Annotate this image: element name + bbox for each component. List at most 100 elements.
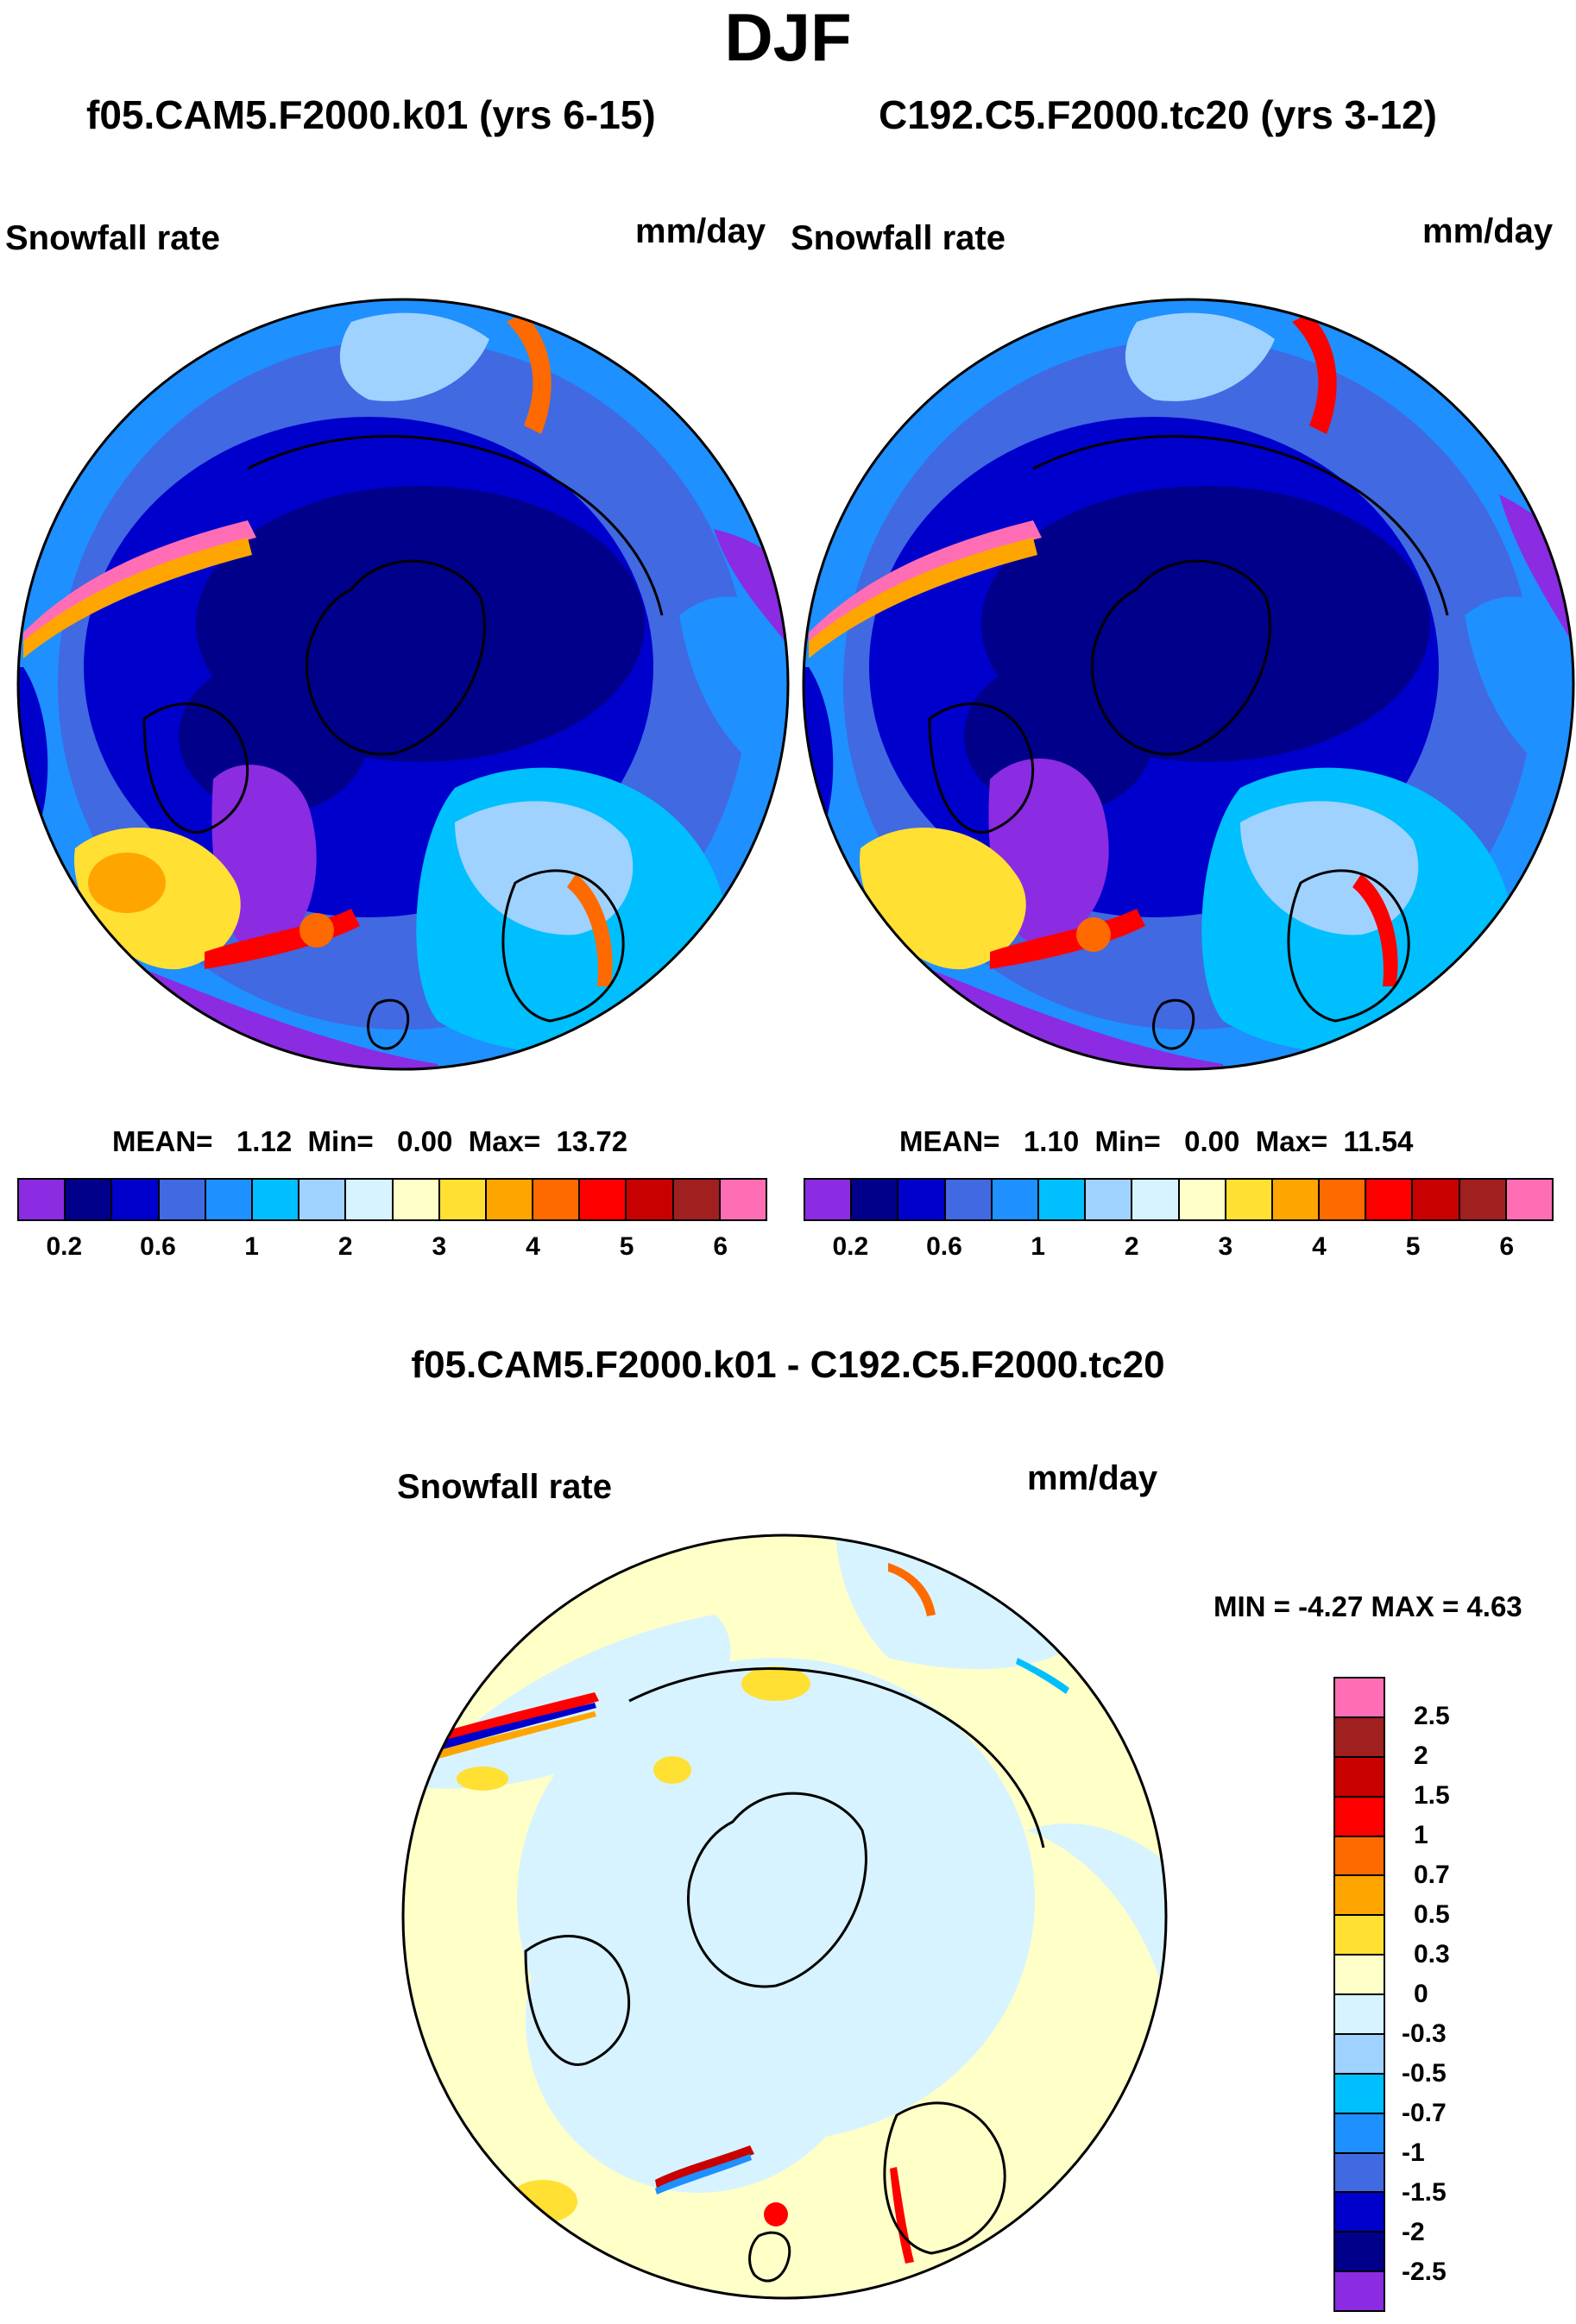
panel1-colorbar-swatch bbox=[486, 1180, 534, 1219]
panel2-units-label: mm/day bbox=[1422, 212, 1554, 250]
panel1-colorbar-swatch bbox=[720, 1180, 766, 1219]
panel2-colorbar-tick-label: 1 bbox=[1031, 1232, 1045, 1261]
difference-colorbar-label: -1 bbox=[1402, 2138, 1425, 2167]
panel2-colorbar-tick-label: 4 bbox=[1312, 1232, 1327, 1261]
difference-colorbar-swatch bbox=[1335, 1836, 1384, 1877]
panel1-colorbar-swatch bbox=[439, 1180, 487, 1219]
panel2-colorbar-tick-label: 3 bbox=[1218, 1232, 1233, 1261]
difference-colorbar-label: -0.5 bbox=[1402, 2059, 1447, 2088]
panel2-colorbar-swatch bbox=[1226, 1180, 1273, 1219]
panel1-colorbar-swatch bbox=[159, 1180, 206, 1219]
difference-colorbar bbox=[1333, 1677, 1385, 2312]
panel1-colorbar-tick-label: 1 bbox=[244, 1232, 259, 1261]
difference-colorbar-swatch bbox=[1335, 1916, 1384, 1956]
difference-colorbar-swatch bbox=[1335, 1876, 1384, 1917]
difference-colorbar-swatch bbox=[1335, 2074, 1384, 2114]
panel1-colorbar-swatch bbox=[205, 1180, 253, 1219]
difference-colorbar-swatch bbox=[1335, 2153, 1384, 2194]
panel2-colorbar-swatch bbox=[1506, 1180, 1552, 1219]
difference-colorbar-swatch bbox=[1335, 2113, 1384, 2154]
difference-colorbar-swatch bbox=[1335, 2034, 1384, 2075]
panel2-colorbar-swatch bbox=[852, 1180, 899, 1219]
panel1-colorbar-swatch bbox=[66, 1180, 113, 1219]
panel2-colorbar-swatch bbox=[1086, 1180, 1133, 1219]
panel2-stats: MEAN= 1.10 Min= 0.00 Max= 11.54 bbox=[899, 1125, 1414, 1157]
difference-colorbar-labels: 2.5 2 1.5 1 0.7 0.5 0.3 0 -0.3 -0.5 -0.7 -1 -1.5 -2 -2… bbox=[1396, 1677, 1500, 2312]
panel1-colorbar-tick-label: 5 bbox=[619, 1232, 634, 1261]
difference-colorbar-label: -0.7 bbox=[1402, 2099, 1447, 2127]
panel1-colorbar-tick-label: 6 bbox=[713, 1232, 728, 1261]
panel2-colorbar-swatch bbox=[1459, 1180, 1507, 1219]
panel1-colorbar-tick-label: 4 bbox=[526, 1232, 540, 1261]
difference-colorbar-label: 2 bbox=[1414, 1741, 1428, 1770]
panel1-units-label: mm/day bbox=[635, 212, 766, 250]
difference-colorbar-label: 0.7 bbox=[1414, 1861, 1450, 1889]
difference-colorbar-label: -0.3 bbox=[1402, 2019, 1447, 2048]
difference-colorbar-label: -1.5 bbox=[1402, 2178, 1447, 2207]
panel2-colorbar-tick-label: 0.6 bbox=[926, 1232, 962, 1261]
panel2-colorbar-swatch bbox=[1272, 1180, 1321, 1219]
difference-colorbar-swatch bbox=[1335, 2272, 1384, 2310]
difference-colorbar-swatch bbox=[1335, 1956, 1384, 1995]
panel2-colorbar-tick-label: 6 bbox=[1499, 1232, 1515, 1261]
figure-title: DJF bbox=[724, 0, 852, 75]
difference-colorbar-label: -2 bbox=[1402, 2218, 1425, 2246]
panel2-case-title: C192.C5.F2000.tc20 (yrs 3-12) bbox=[879, 92, 1437, 137]
difference-colorbar-label: 1 bbox=[1414, 1821, 1428, 1849]
panel1-colorbar-swatch bbox=[252, 1180, 300, 1219]
difference-colorbar-swatch bbox=[1335, 1678, 1384, 1718]
difference-colorbar-swatch bbox=[1335, 1797, 1384, 1837]
panel1-colorbar-swatch bbox=[533, 1180, 581, 1219]
difference-colorbar-label: 0 bbox=[1414, 1980, 1428, 2008]
panel1-colorbar-swatch bbox=[19, 1180, 66, 1219]
panel2-colorbar-swatch bbox=[1038, 1180, 1087, 1219]
panel2-colorbar-tick-label: 2 bbox=[1124, 1232, 1139, 1261]
panel2-colorbar-swatch bbox=[1132, 1180, 1180, 1219]
panel2-colorbar-swatch bbox=[945, 1180, 993, 1219]
panel2-colorbar-swatch bbox=[992, 1180, 1039, 1219]
panel2-colorbar-swatch bbox=[1366, 1180, 1414, 1219]
panel1-colorbar-ticks: 0.2 0.6 1 2 3 4 5 6 bbox=[17, 1234, 767, 1265]
panel1-colorbar-swatch bbox=[393, 1180, 440, 1219]
difference-colorbar-label: -2.5 bbox=[1402, 2258, 1447, 2286]
panel2-variable-label: Snowfall rate bbox=[791, 219, 1005, 257]
difference-colorbar-label: 0.5 bbox=[1414, 1900, 1450, 1929]
difference-title: f05.CAM5.F2000.k01 - C192.C5.F2000.tc20 bbox=[411, 1344, 1165, 1386]
difference-colorbar-swatch bbox=[1335, 2193, 1384, 2233]
panel2-colorbar bbox=[804, 1178, 1554, 1221]
difference-polar-map bbox=[401, 1534, 1168, 2300]
panel1-colorbar bbox=[17, 1178, 767, 1221]
difference-colorbar-swatch bbox=[1335, 2233, 1384, 2273]
difference-minmax: MIN = -4.27 MAX = 4.63 bbox=[1214, 1590, 1522, 1622]
panel1-polar-map bbox=[16, 298, 790, 1071]
panel2-colorbar-tick-label: 0.2 bbox=[832, 1232, 869, 1261]
difference-units-label: mm/day bbox=[1027, 1459, 1158, 1497]
panel1-variable-label: Snowfall rate bbox=[5, 219, 220, 257]
difference-colorbar-label: 2.5 bbox=[1414, 1702, 1450, 1730]
difference-colorbar-label: 0.3 bbox=[1414, 1940, 1450, 1968]
difference-variable-label: Snowfall rate bbox=[397, 1468, 612, 1506]
panel1-stats: MEAN= 1.12 Min= 0.00 Max= 13.72 bbox=[112, 1125, 628, 1157]
difference-colorbar-swatch bbox=[1335, 1757, 1384, 1798]
panel2-colorbar-swatch bbox=[805, 1180, 853, 1219]
panel2-colorbar-tick-label: 5 bbox=[1405, 1232, 1421, 1261]
panel1-colorbar-swatch bbox=[580, 1180, 627, 1219]
difference-colorbar-swatch bbox=[1335, 1717, 1384, 1758]
panel1-colorbar-tick-label: 0.2 bbox=[46, 1232, 83, 1261]
panel2-colorbar-swatch bbox=[1413, 1180, 1460, 1219]
panel2-polar-map bbox=[802, 298, 1575, 1071]
panel1-case-title: f05.CAM5.F2000.k01 (yrs 6-15) bbox=[86, 92, 656, 137]
panel1-colorbar-swatch bbox=[299, 1180, 347, 1219]
difference-colorbar-swatch bbox=[1335, 1995, 1384, 2035]
panel1-colorbar-tick-label: 0.6 bbox=[140, 1232, 176, 1261]
difference-colorbar-label: 1.5 bbox=[1414, 1781, 1450, 1810]
panel1-colorbar-swatch bbox=[112, 1180, 160, 1219]
panel1-colorbar-swatch bbox=[673, 1180, 721, 1219]
panel1-colorbar-swatch bbox=[627, 1180, 674, 1219]
panel1-colorbar-tick-label: 2 bbox=[337, 1232, 353, 1261]
panel2-colorbar-swatch bbox=[1320, 1180, 1367, 1219]
panel1-colorbar-swatch bbox=[346, 1180, 394, 1219]
panel1-colorbar-tick-label: 3 bbox=[432, 1232, 447, 1261]
panel2-colorbar-swatch bbox=[898, 1180, 946, 1219]
panel2-colorbar-swatch bbox=[1179, 1180, 1226, 1219]
